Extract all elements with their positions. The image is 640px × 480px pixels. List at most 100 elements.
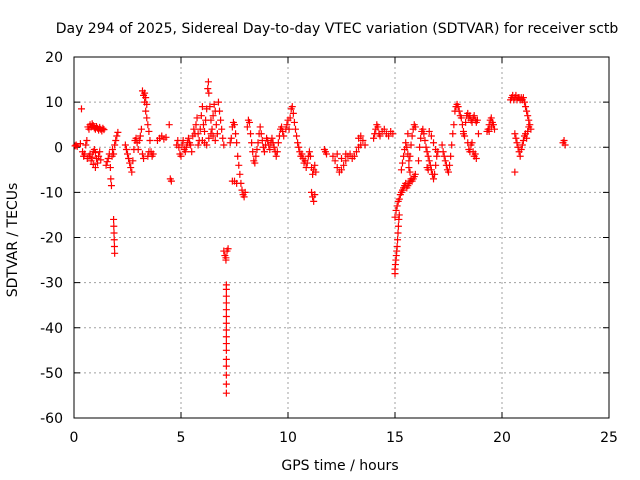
data-point — [511, 130, 519, 138]
data-point — [447, 152, 455, 160]
data-point — [110, 222, 118, 230]
data-point — [231, 121, 238, 129]
data-point — [77, 105, 85, 113]
data-point — [254, 139, 262, 147]
data-point — [251, 159, 259, 167]
data-point — [459, 130, 467, 138]
data-point — [430, 139, 438, 147]
data-point — [249, 148, 257, 156]
data-point — [145, 148, 153, 156]
data-point — [342, 150, 350, 158]
data-point — [518, 141, 526, 149]
data-point — [212, 121, 220, 129]
data-point — [415, 157, 423, 165]
data-point — [273, 148, 281, 156]
data-point — [219, 134, 227, 142]
data-point — [205, 134, 213, 142]
data-point — [416, 143, 424, 151]
data-point — [196, 125, 204, 133]
data-point — [270, 143, 278, 151]
data-point — [524, 127, 532, 135]
data-point — [124, 150, 131, 158]
data-point — [285, 125, 293, 133]
data-point — [468, 139, 476, 147]
data-point — [462, 118, 470, 126]
data-point — [184, 134, 192, 142]
data-point — [524, 112, 532, 120]
data-point — [393, 202, 401, 210]
data-point — [222, 362, 230, 370]
data-point — [207, 116, 215, 124]
data-point — [76, 140, 84, 148]
data-point — [204, 85, 212, 93]
data-point — [222, 340, 230, 348]
data-point — [222, 380, 230, 388]
data-point — [179, 136, 187, 144]
data-point — [245, 118, 253, 126]
data-point — [182, 143, 190, 151]
data-point — [272, 152, 280, 160]
data-point — [235, 161, 243, 169]
data-point — [298, 150, 306, 158]
data-point — [222, 285, 230, 293]
data-point — [252, 152, 260, 160]
data-point — [394, 236, 402, 244]
data-point — [190, 125, 198, 133]
data-point — [290, 118, 298, 126]
data-point — [222, 371, 230, 379]
y-axis-ticks: -60 -50 -40 -30 -20 -10 0 10 20 — [40, 50, 609, 427]
data-point — [406, 168, 414, 176]
data-point — [323, 150, 331, 158]
data-point — [248, 139, 256, 147]
data-point — [402, 139, 410, 147]
data-point — [283, 121, 291, 129]
data-point — [222, 292, 230, 300]
data-point — [112, 136, 120, 144]
data-point — [145, 127, 153, 135]
data-point — [311, 161, 319, 169]
data-point — [222, 333, 230, 341]
data-point — [140, 155, 148, 163]
data-point — [111, 141, 119, 149]
data-point — [289, 109, 297, 117]
data-point — [423, 148, 431, 156]
data-point — [110, 243, 118, 251]
data-point — [243, 123, 251, 131]
data-point — [427, 132, 435, 140]
data-point — [473, 116, 481, 124]
data-point — [257, 130, 265, 138]
data-point — [240, 193, 248, 201]
data-point — [421, 136, 429, 144]
y-tick-label: -50 — [40, 366, 63, 382]
data-point — [286, 114, 294, 122]
data-point — [525, 116, 533, 124]
data-point — [430, 175, 438, 183]
data-point — [222, 326, 230, 334]
data-point — [167, 177, 175, 185]
data-point — [454, 103, 462, 111]
data-point — [306, 152, 314, 160]
data-point — [441, 157, 449, 165]
x-tick-label: 20 — [493, 430, 511, 446]
data-point — [439, 148, 447, 156]
data-point — [144, 121, 152, 129]
data-point — [89, 160, 97, 168]
data-point — [193, 114, 201, 122]
data-point — [361, 141, 369, 149]
y-axis-label: SDTVAR / TECUs — [5, 183, 21, 298]
data-point — [203, 141, 211, 149]
data-point — [288, 103, 296, 111]
data-point — [385, 132, 393, 140]
data-point — [178, 141, 186, 149]
data-point — [425, 127, 433, 135]
data-point — [350, 152, 358, 160]
data-point — [419, 125, 427, 133]
data-point — [234, 152, 242, 160]
data-point — [406, 152, 414, 160]
data-point — [470, 112, 478, 120]
data-point — [187, 141, 195, 149]
data-point — [128, 168, 136, 176]
data-point — [329, 152, 337, 160]
data-point — [352, 148, 360, 156]
